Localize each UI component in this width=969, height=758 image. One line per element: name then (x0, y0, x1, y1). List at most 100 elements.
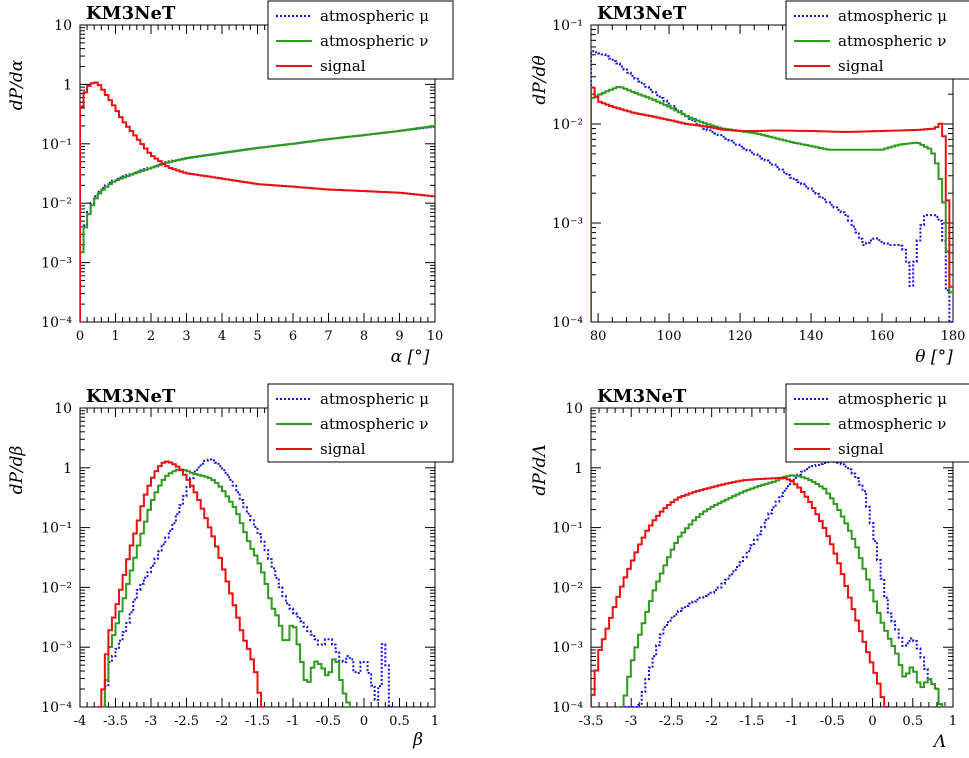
y-tick-label: 10⁻² (41, 580, 72, 596)
title-box (82, 385, 202, 407)
y-tick-label: 10⁻¹ (552, 18, 583, 34)
legend-label-2: signal (838, 57, 884, 75)
x-tick-label: -1 (287, 714, 300, 729)
x-tick-label: 160 (870, 329, 895, 344)
x-tick-label: 7 (324, 329, 332, 344)
legend-label-1: atmospheric ν (320, 32, 428, 50)
title-box (593, 2, 713, 24)
x-tick-label: -2 (705, 714, 718, 729)
x-tick-label: 8 (360, 329, 368, 344)
y-tick-label: 1 (574, 461, 583, 477)
series-1-line (101, 468, 354, 707)
x-tick-label: 0 (76, 329, 84, 344)
series-2-line (80, 81, 435, 322)
panel-1: 0 1 2 3 4 5 6 7 8 9 10 10⁻⁴ 10⁻³ 10⁻² 10⁻¹ 1 10 dP/dα α [°… (7, 0, 454, 367)
x-axis-label: Λ (932, 732, 946, 752)
legend-label-0: atmospheric μ (838, 7, 947, 25)
legend-label-2: signal (320, 440, 366, 458)
y-tick-label: 10 (54, 18, 72, 34)
x-tick-label: -1.5 (245, 714, 270, 729)
x-tick-label: -0.5 (316, 714, 341, 729)
plot-area (97, 458, 393, 707)
panel-3: -4 -3.5 -3 -2.5 -2 -1.5 -1 -0.5 0 0.5 1 10⁻⁴ 10⁻³ 10⁻… (7, 383, 454, 750)
series-0-line (101, 458, 393, 707)
legend-label-2: signal (838, 440, 884, 458)
legend-label-2: signal (320, 57, 366, 75)
series-2-line (591, 86, 953, 322)
series-2-line (97, 460, 265, 707)
series-1-line (619, 474, 946, 707)
x-tick-label: 1 (949, 714, 957, 729)
x-tick-label: -4 (74, 714, 87, 729)
legend-label-1: atmospheric ν (838, 32, 946, 50)
y-tick-label: 10⁻⁴ (41, 700, 72, 716)
x-tick-label: 180 (941, 329, 966, 344)
x-tick-label: 4 (218, 329, 226, 344)
x-axis-label: β (412, 730, 423, 750)
x-tick-label: 0 (868, 714, 876, 729)
x-tick-label: 1 (431, 714, 439, 729)
x-tick-label: 3 (182, 329, 190, 344)
x-tick-label: 10 (427, 329, 444, 344)
legend-label-1: atmospheric ν (320, 415, 428, 433)
x-tick-label: -1 (786, 714, 799, 729)
series-0-line (80, 125, 435, 322)
y-tick-label: 1 (63, 461, 72, 477)
x-axis-label: α [°] (391, 347, 430, 367)
x-tick-label: 140 (799, 329, 824, 344)
y-tick-label: 10⁻³ (41, 640, 72, 656)
legend-label-0: atmospheric μ (320, 390, 429, 408)
x-tick-label: -1.5 (739, 714, 764, 729)
x-tick-label: -3.5 (103, 714, 128, 729)
y-tick-label: 10⁻³ (552, 640, 583, 656)
x-tick-label: -2.5 (659, 714, 684, 729)
x-tick-label: -3 (625, 714, 638, 729)
legend-label-0: atmospheric μ (320, 7, 429, 25)
legend-label-0: atmospheric μ (838, 390, 947, 408)
y-tick-label: 10⁻³ (41, 256, 72, 272)
y-axis-label: dP/dθ (530, 55, 550, 104)
chart-title: KM3NeT (597, 3, 687, 24)
plot-frame (590, 407, 954, 708)
x-tick-label: 0.5 (389, 714, 410, 729)
x-axis-label: θ [°] (915, 347, 953, 367)
plot-area (591, 50, 953, 322)
x-tick-label: 0 (360, 714, 368, 729)
x-tick-label: 1 (111, 329, 119, 344)
plot-area (80, 81, 435, 322)
series-1-line (80, 125, 435, 322)
y-axis-label: dP/dβ (7, 445, 27, 494)
x-tick-label: -2.5 (174, 714, 199, 729)
y-tick-label: 10⁻² (552, 117, 583, 133)
x-tick-label: -3 (145, 714, 158, 729)
x-tick-label: 2 (147, 329, 155, 344)
title-box (593, 385, 713, 407)
y-tick-label: 10⁻² (552, 580, 583, 596)
x-tick-label: 0.5 (902, 714, 923, 729)
y-axis-label: dP/dα (7, 59, 27, 110)
y-tick-label: 10 (54, 401, 72, 417)
series-1-line (591, 85, 953, 322)
panel-4: -3.5 -3 -2.5 -2 -1.5 -1 -0.5 0 0.5 1 10⁻⁴ 10⁻³ 10⁻² 1… (530, 383, 969, 752)
y-tick-label: 10⁻² (41, 196, 72, 212)
x-tick-label: -3.5 (578, 714, 603, 729)
y-tick-label: 10 (565, 401, 583, 417)
legend-label-1: atmospheric ν (838, 415, 946, 433)
series-2-line (591, 476, 888, 707)
y-tick-label: 10⁻¹ (41, 137, 72, 153)
chart-title: KM3NeT (86, 3, 176, 24)
x-tick-label: -2 (216, 714, 229, 729)
y-tick-label: 10⁻¹ (552, 521, 583, 537)
y-tick-label: 10⁻⁴ (552, 700, 583, 716)
x-tick-label: -0.5 (820, 714, 845, 729)
plot-area (591, 460, 946, 707)
y-tick-label: 10⁻¹ (41, 521, 72, 537)
series-0-line (619, 460, 946, 707)
x-tick-label: 5 (253, 329, 261, 344)
y-tick-label: 10⁻³ (552, 216, 583, 232)
chart-title: KM3NeT (597, 386, 687, 407)
x-tick-label: 9 (395, 329, 403, 344)
x-tick-label: 80 (590, 329, 607, 344)
y-axis-label: dP/dΛ (530, 444, 550, 495)
